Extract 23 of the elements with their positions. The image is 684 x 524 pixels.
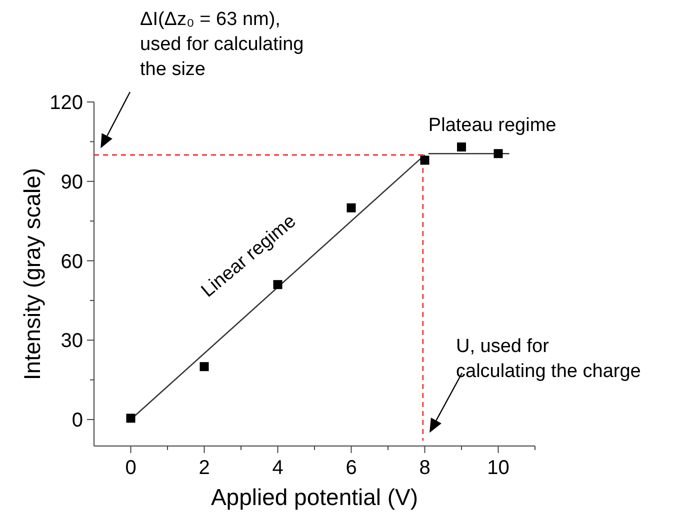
point	[346, 203, 356, 212]
point	[457, 142, 466, 152]
x-tick-label: 8	[419, 457, 430, 479]
point	[420, 156, 430, 165]
y-tick-label: 60	[60, 250, 83, 273]
x-tick-label: 4	[272, 457, 284, 479]
y-tick-label: 30	[60, 330, 83, 352]
x-tick-label: 10	[487, 457, 510, 479]
point	[494, 149, 503, 158]
x-tick-label: 6	[346, 457, 357, 479]
y-axis-title: Intensity (gray scale)	[19, 168, 45, 380]
point	[200, 362, 209, 372]
y-tick-label: 0	[72, 410, 83, 432]
text: ΔI(Δz₀ = 63 nm), used for calculating the size	[140, 9, 304, 80]
x-axis-title: Applied potential (V)	[210, 484, 418, 510]
x-tick-label: 2	[198, 457, 210, 479]
annotation: Plateau regime	[428, 115, 556, 136]
point	[273, 280, 282, 290]
point	[126, 414, 136, 423]
x-tick-label: 0	[125, 457, 136, 479]
y-tick-label: 120	[50, 92, 83, 114]
annotation: U, used for calculating the charge	[456, 336, 641, 382]
y-tick-label: 90	[60, 171, 83, 194]
